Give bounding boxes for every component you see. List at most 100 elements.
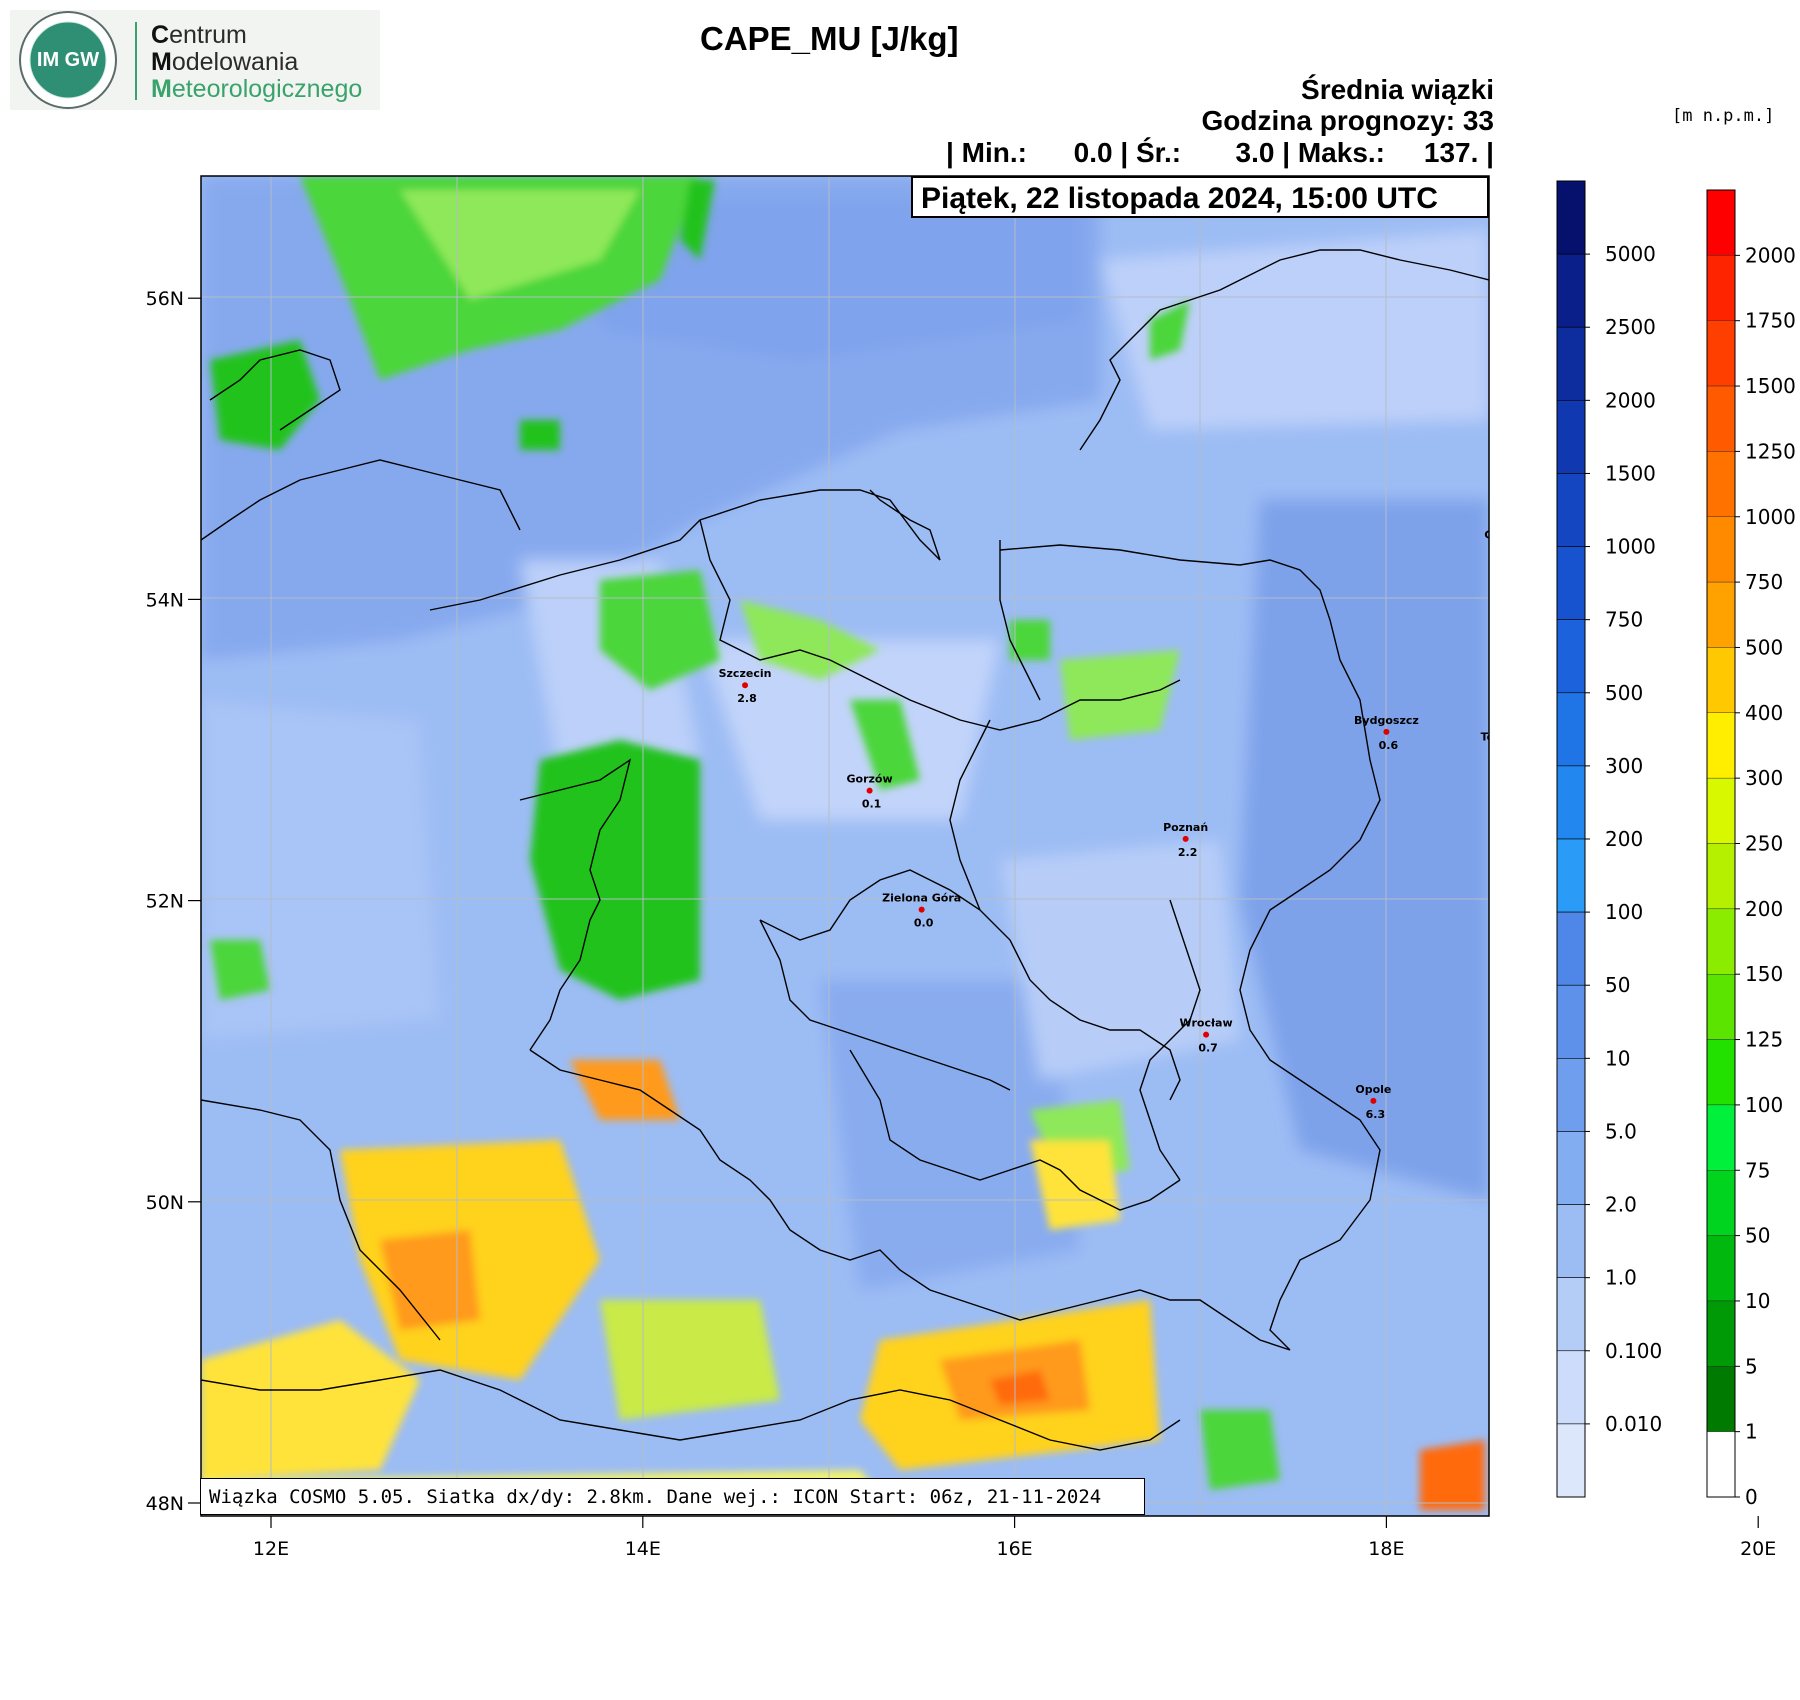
scale-swatch — [1556, 692, 1586, 767]
city-value: 0.0 — [914, 917, 934, 930]
lat-label: 48N — [146, 1493, 184, 1515]
scale-label: 75 — [1745, 1158, 1770, 1182]
scale-label: 100 — [1745, 1093, 1783, 1117]
lon-label: 14E — [625, 1538, 661, 1560]
scale-swatch — [1556, 765, 1586, 840]
scale-label: 1500 — [1605, 461, 1656, 485]
scale-swatch — [1556, 1204, 1586, 1278]
lon-label: 20E — [1740, 1538, 1776, 1560]
city-name: Poznań — [1163, 821, 1208, 834]
scale-label: 300 — [1605, 754, 1643, 778]
scale-label: 0.010 — [1605, 1412, 1662, 1436]
scale-swatch — [1706, 712, 1736, 779]
city-dot — [1370, 1097, 1377, 1104]
scale-label: 150 — [1745, 962, 1783, 986]
cape-color-scale: 5000 2500 2000 1500 1000 750 500 300 200 100 50 10 5… — [1556, 180, 1662, 1498]
scale-label: 200 — [1745, 897, 1783, 921]
scale-swatch — [1556, 1131, 1586, 1205]
scale-label: 0.100 — [1605, 1339, 1662, 1363]
city-dot — [1182, 835, 1189, 842]
scale-label: 500 — [1745, 635, 1783, 659]
map-title: CAPE_MU [J/kg] — [700, 20, 959, 57]
scale-swatch — [1556, 984, 1586, 1059]
scale-swatch — [1556, 1350, 1586, 1425]
scale-label: 0 — [1745, 1485, 1758, 1509]
logo-line2-initial: M — [151, 48, 172, 76]
scale-label: 100 — [1605, 900, 1643, 924]
scale-swatch — [1706, 843, 1736, 910]
lon-label: 12E — [253, 1538, 289, 1560]
scale-label: 50 — [1745, 1224, 1770, 1248]
lat-label: 56N — [146, 288, 184, 310]
scale-label: 500 — [1605, 681, 1643, 705]
scale-swatch — [1706, 974, 1736, 1040]
city-value: 1.1 — [1741, 1314, 1761, 1327]
logo-line1-initial: C — [151, 21, 170, 49]
scale-swatch — [1556, 1423, 1586, 1498]
scale-swatch — [1706, 320, 1736, 387]
scale-swatch — [1706, 1235, 1736, 1302]
scale-swatch — [1706, 1300, 1736, 1367]
city-dot — [1203, 1031, 1210, 1038]
scale-swatch — [1556, 619, 1586, 694]
valid-time-box: Piątek, 22 listopada 2024, 15:00 UTC — [911, 176, 1489, 218]
scale-swatch — [1556, 180, 1586, 255]
terrain-high-south — [201, 1060, 1485, 1516]
city-name: Gdańsk — [1484, 529, 1531, 542]
scale-swatch — [1556, 1277, 1586, 1352]
scale-label: 750 — [1745, 570, 1783, 594]
scale-label: 10 — [1745, 1289, 1770, 1313]
city-dot — [742, 682, 749, 689]
lon-label: 18E — [1368, 1538, 1404, 1560]
scale-swatch — [1556, 253, 1586, 328]
city-value: 1.7 — [1499, 554, 1519, 567]
scale-label: 1.0 — [1605, 1266, 1637, 1290]
lat-label: 52N — [146, 891, 184, 913]
scale-swatch — [1556, 473, 1586, 547]
scale-label: 1500 — [1745, 374, 1796, 398]
city-value: 5.5 — [1650, 944, 1670, 957]
scale-swatch — [1706, 647, 1736, 714]
scale-swatch — [1706, 908, 1736, 975]
city-value: 6.3 — [1366, 1108, 1386, 1121]
scale-label: 2000 — [1745, 243, 1796, 267]
scale-swatch — [1706, 1170, 1736, 1236]
scale-label: 50 — [1605, 973, 1630, 997]
map-borders — [201, 249, 1489, 1451]
city-dot — [866, 787, 873, 794]
city-value: 0.1 — [862, 798, 882, 811]
scale-swatch — [1556, 400, 1586, 474]
scale-swatch — [1706, 1431, 1736, 1498]
terrain-color-scale: 2000175015001250100075050040030025020015… — [1706, 189, 1796, 1509]
city-dot — [1495, 745, 1501, 751]
logo-line1-rest: entrum — [169, 21, 247, 49]
logo-wordmark: Centrum Modelowania Meteorologicznego — [151, 22, 362, 103]
scale-label: 5 — [1745, 1354, 1758, 1378]
scale-swatch — [1556, 546, 1586, 620]
scale-label: 1750 — [1745, 309, 1796, 333]
ensemble-mean-label: Średnia wiązki — [1301, 74, 1494, 105]
scale-swatch — [1706, 1039, 1736, 1106]
city-name: Toruń — [1481, 730, 1516, 743]
lon-label: 16E — [997, 1538, 1033, 1560]
terrain-unit-label: [m n.p.m.] — [1672, 106, 1775, 126]
scale-label: 1250 — [1745, 439, 1796, 463]
scale-swatch — [1556, 838, 1586, 913]
city-dot — [1383, 728, 1390, 735]
scale-label: 250 — [1745, 832, 1783, 856]
scale-label: 125 — [1745, 1028, 1783, 1052]
scale-label: 200 — [1605, 827, 1643, 851]
city-value: 2.2 — [1178, 846, 1198, 859]
city-name: Bydgoszcz — [1354, 714, 1419, 727]
scale-label: 400 — [1745, 701, 1783, 725]
map-axes: 48N50N52N54N56N12E14E16E18E20E22E24E — [146, 288, 1777, 1560]
scale-label: 750 — [1605, 608, 1643, 632]
scale-swatch — [1706, 451, 1736, 517]
city-dot — [1744, 1190, 1750, 1196]
logo-line3-rest: eteorologicznego — [171, 75, 363, 103]
city-dot — [1655, 934, 1661, 940]
scale-label: 300 — [1745, 766, 1783, 790]
lat-label: 54N — [146, 589, 184, 611]
scale-label: 1000 — [1605, 535, 1656, 559]
